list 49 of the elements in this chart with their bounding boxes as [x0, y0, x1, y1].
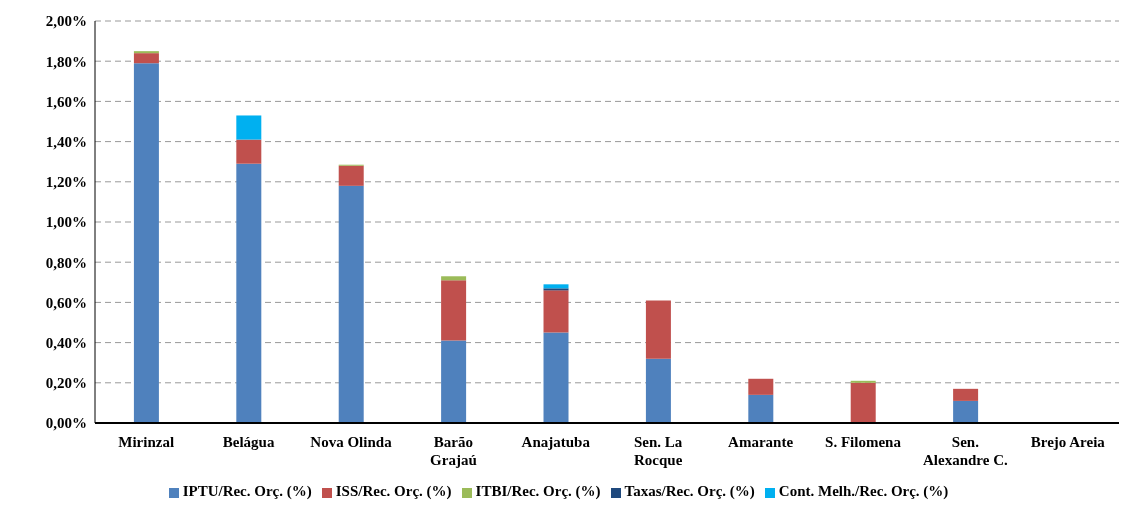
bar [748, 378, 774, 395]
x-tick-label: Belágua [222, 434, 275, 450]
y-tick-label: 1,40% [45, 133, 87, 150]
legend-label: ISS/Rec. Orç. (%) [335, 483, 452, 499]
y-tick-label: 0,20% [45, 375, 87, 392]
x-tick-label: Anajatuba [521, 434, 591, 450]
bar [543, 332, 569, 423]
bar [338, 165, 364, 186]
bar [543, 284, 569, 289]
bar [338, 185, 364, 423]
bar [133, 51, 159, 54]
y-tick-label: 0,40% [45, 334, 87, 351]
x-tick-label: Barão Grajaú [430, 434, 477, 468]
x-tick-label: Brejo Areia [1030, 434, 1106, 450]
bar [850, 380, 876, 383]
legend-label: IPTU/Rec. Orç. (%) [182, 483, 312, 499]
x-tick-label: S. Filomena [825, 434, 902, 450]
legend-label: Cont. Melh./Rec. Orç. (%) [778, 483, 949, 499]
y-tick-label: 2,00% [45, 13, 87, 30]
y-tick-label: 0,60% [45, 294, 87, 311]
bar [441, 280, 467, 341]
bar [236, 139, 262, 164]
x-tick-label: Mirinzal [118, 434, 175, 450]
bar [441, 340, 467, 423]
bar [645, 358, 671, 423]
legend-label: ITBI/Rec. Orç. (%) [475, 483, 601, 499]
x-tick-label: Sen. Alexandre C. [923, 434, 1008, 468]
y-tick-label: 1,80% [45, 53, 87, 70]
y-tick-label: 0,80% [45, 254, 87, 271]
bar [133, 63, 159, 423]
y-tick-label: 1,20% [45, 174, 87, 191]
bar [748, 394, 774, 423]
bar [953, 400, 979, 423]
bar [236, 115, 262, 140]
x-tick-label: Nova Olinda [310, 434, 393, 450]
bar [133, 53, 159, 64]
bar [543, 290, 569, 333]
y-tick-label: 0,00% [45, 415, 87, 432]
y-tick-label: 1,60% [45, 93, 87, 110]
bar [645, 300, 671, 359]
y-tick-label: 1,00% [45, 214, 87, 231]
bar [236, 163, 262, 423]
bar [953, 388, 979, 401]
bar [850, 382, 876, 423]
x-tick-label: Amarante [728, 434, 794, 450]
bar [441, 276, 467, 281]
legend-label: Taxas/Rec. Orç. (%) [624, 483, 755, 499]
bar [543, 288, 569, 291]
x-tick-label: Sen. La Rocque [634, 434, 683, 468]
